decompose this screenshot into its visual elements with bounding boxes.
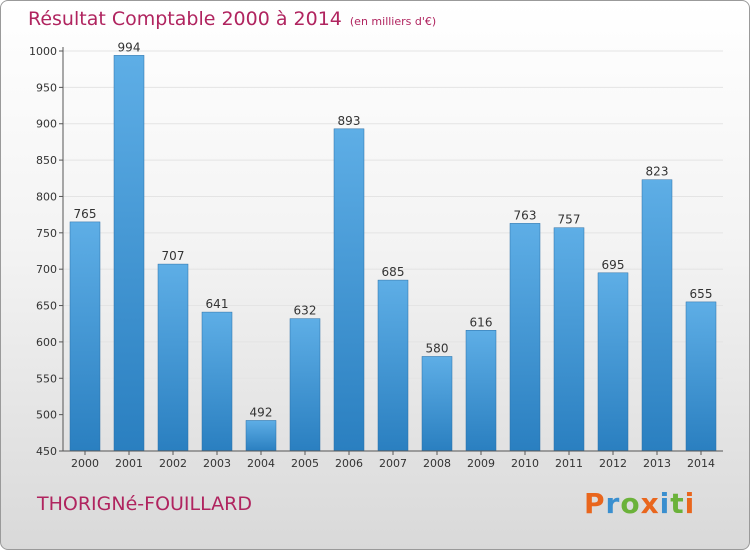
- y-tick-label: 1000: [29, 45, 57, 58]
- x-tick-label: 2002: [159, 457, 187, 470]
- axis-layer: 450 500 550 600 650 700 750 800 850 900 950 1000 200…: [29, 45, 723, 470]
- bar-value-label: 685: [382, 265, 405, 279]
- y-tick-label: 550: [36, 372, 57, 385]
- y-tick-label: 750: [36, 227, 57, 240]
- y-tick-label: 700: [36, 263, 57, 276]
- x-tick-label: 2006: [335, 457, 363, 470]
- logo-letter: r: [605, 487, 621, 520]
- x-tick-label: 2011: [555, 457, 583, 470]
- bar: [641, 179, 673, 452]
- y-tick-label: 850: [36, 154, 57, 167]
- bar-value-label: 632: [294, 304, 317, 318]
- y-tick-label: 950: [36, 81, 57, 94]
- logo-letter: x: [640, 487, 660, 520]
- bar-value-label: 763: [514, 208, 537, 222]
- logo-letter: t: [670, 487, 685, 520]
- y-tick-label: 450: [36, 445, 57, 458]
- x-tick-label: 2004: [247, 457, 275, 470]
- bar-value-label: 707: [162, 249, 185, 263]
- bar: [333, 128, 365, 452]
- logo-letter: i: [659, 487, 671, 520]
- bar: [509, 223, 541, 452]
- bar: [69, 221, 101, 452]
- bar: [113, 55, 145, 452]
- chart-title: Résultat Comptable 2000 à 2014 (en millie…: [28, 8, 436, 30]
- bar: [245, 420, 277, 452]
- logo-letter: i: [684, 487, 696, 520]
- bar: [289, 318, 321, 452]
- bar-value-label: 994: [118, 40, 141, 54]
- bar: [201, 311, 233, 452]
- y-tick-label: 900: [36, 118, 57, 131]
- proxiti-logo[interactable]: Proxiti: [584, 487, 695, 520]
- bar: [465, 330, 497, 452]
- bar-value-label: 580: [426, 341, 449, 355]
- bar: [597, 272, 629, 452]
- logo-letter: P: [584, 487, 606, 520]
- bar: [157, 263, 189, 452]
- y-tick-label: 650: [36, 300, 57, 313]
- y-tick-label: 500: [36, 409, 57, 422]
- y-tick-label: 600: [36, 336, 57, 349]
- bar-layer: [69, 55, 717, 452]
- bar-value-label: 616: [470, 315, 493, 329]
- bar-value-label: 893: [338, 114, 361, 128]
- bar-value-label: 765: [74, 207, 97, 221]
- x-tick-label: 2009: [467, 457, 495, 470]
- x-tick-label: 2003: [203, 457, 231, 470]
- x-tick-label: 2001: [115, 457, 143, 470]
- commune-name: THORIGNé-FOUILLARD: [37, 493, 252, 515]
- bar: [421, 356, 453, 452]
- x-tick-label: 2000: [71, 457, 99, 470]
- x-tick-label: 2010: [511, 457, 539, 470]
- x-tick-label: 2012: [599, 457, 627, 470]
- x-tick-label: 2014: [687, 457, 715, 470]
- bar-value-label: 492: [250, 405, 273, 419]
- bar-value-label: 641: [206, 297, 229, 311]
- label-layer: 765 994 707 641 492 632 893 685 580 616 763 757 695 8…: [74, 40, 713, 419]
- x-tick-label: 2007: [379, 457, 407, 470]
- logo-letter: o: [620, 487, 641, 520]
- bar-value-label: 757: [558, 213, 581, 227]
- bar-value-label: 695: [602, 258, 625, 272]
- y-tick-label: 800: [36, 190, 57, 203]
- bar: [553, 227, 585, 452]
- x-tick-label: 2013: [643, 457, 671, 470]
- chart-title-unit: (en milliers d'€): [349, 15, 437, 28]
- bar-value-label: 823: [646, 165, 669, 179]
- x-tick-label: 2008: [423, 457, 451, 470]
- bar-value-label: 655: [690, 287, 713, 301]
- chart-title-main: Résultat Comptable 2000 à 2014: [28, 8, 342, 30]
- x-tick-label: 2005: [291, 457, 319, 470]
- bar: [377, 279, 409, 452]
- bar: [685, 301, 717, 452]
